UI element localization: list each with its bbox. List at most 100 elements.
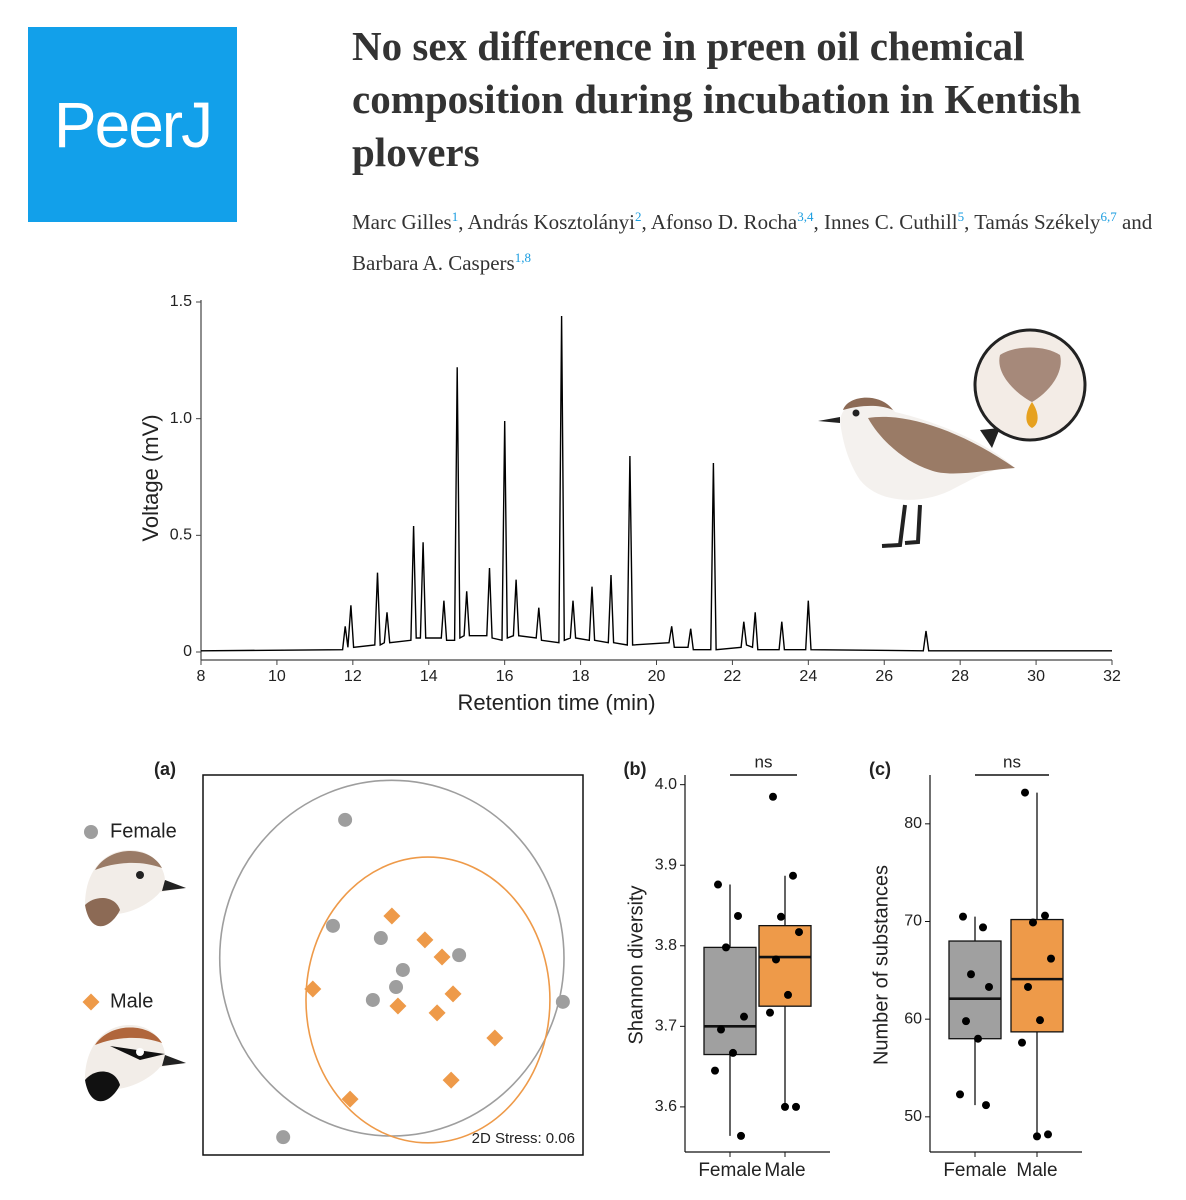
y-tick-label: 1.5 [170,293,192,310]
author-name: András Kosztolányi [467,210,635,234]
panel-label: (b) [624,759,647,779]
box [948,940,1002,1040]
data-point [792,1102,800,1111]
y-tick-label: 60 [904,1010,922,1027]
significance-label: ns [755,752,773,771]
data-point [395,962,410,977]
y-axis-label: Number of substances [870,865,892,1065]
author-name: Barbara A. Caspers [352,251,515,275]
x-tick-label: 20 [648,668,666,685]
data-point [304,980,322,998]
author: Marc Gilles1, [352,209,463,234]
data-point [956,1090,964,1099]
author: Tamás Székely6,7 [974,209,1117,234]
author-conjunction: and [1121,210,1153,234]
x-tick-label: 26 [875,668,893,685]
x-tick-label: 16 [496,668,514,685]
paper-title: No sex difference in preen oil chemical … [352,23,1082,175]
data-point [985,982,993,991]
x-tick-label: 28 [951,668,969,685]
author-name: Marc Gilles [352,210,452,234]
x-tick-label: 22 [724,668,742,685]
significance-label: ns [1003,752,1021,771]
x-tick-label: Female [698,1160,761,1181]
author-separator: , [964,210,970,234]
data-point [740,1012,748,1021]
chromatogram-line [200,315,1112,652]
author-name: Afonso D. Rocha [650,210,798,234]
data-point [777,912,785,921]
data-point [734,911,742,920]
data-point [442,1071,460,1089]
data-point [416,931,434,949]
logo: PeerJ [28,27,237,222]
data-point [433,948,451,966]
female-head-icon [85,850,186,927]
author-affiliation: 1,8 [514,250,531,265]
author-name: Innes C. Cuthill [823,210,958,234]
y-tick-label: 80 [904,815,922,832]
data-point [276,1130,291,1145]
data-point [959,912,967,921]
data-point [769,792,777,801]
data-point [781,1102,789,1111]
data-point [1033,1132,1041,1141]
data-point [389,997,407,1015]
author: Innes C. Cuthill5, [823,209,970,234]
panel-label: (a) [154,759,176,779]
legend-label: Male [110,990,153,1012]
author-affiliation: 1 [451,209,459,224]
data-point [486,1029,504,1047]
data-point [1029,918,1037,927]
data-point [1047,954,1055,963]
data-point [1041,911,1049,920]
x-tick-label: 8 [197,668,206,685]
x-tick-label: 24 [799,668,817,685]
y-tick-label: 3.7 [655,1018,677,1035]
legend-marker [84,825,98,839]
x-tick-label: 18 [572,668,590,685]
x-tick-label: 12 [344,668,362,685]
data-point [338,812,353,827]
data-point [729,1048,737,1057]
x-tick-label: Male [764,1160,805,1181]
author-affiliation: 5 [957,209,965,224]
author: Barbara A. Caspers1,8 [352,250,531,275]
data-point [365,992,380,1007]
plot-frame [202,774,584,1156]
x-tick-label: 10 [268,668,286,685]
data-point [979,923,987,932]
data-point [555,994,570,1009]
data-point [428,1004,446,1022]
x-tick-label: Female [943,1160,1006,1181]
author-affiliation: 6,7 [1100,209,1117,224]
data-point [714,880,722,889]
y-axis-label: Shannon diversity [625,886,647,1045]
box [1010,918,1064,1033]
authors: Marc Gilles1, András Kosztolányi2, Afons… [352,199,1162,281]
x-tick-label: 30 [1027,668,1045,685]
data-point [737,1131,745,1140]
x-tick-label: Male [1016,1160,1057,1181]
data-point [717,1025,725,1034]
author-affiliation: 3,4 [797,209,814,224]
data-point [974,1034,982,1043]
author: Afonso D. Rocha3,4, [650,209,819,234]
y-axis-label: Voltage (mV) [138,414,163,541]
author-separator: , [813,210,819,234]
y-tick-label: 1.0 [170,410,192,427]
data-point [1018,1038,1026,1047]
annotation: 2D Stress: 0.06 [472,1130,575,1147]
x-tick-label: 32 [1103,668,1121,685]
male-head-icon [85,1025,186,1102]
data-point [766,1008,774,1017]
data-point [1024,982,1032,991]
author-affiliation: 2 [634,209,642,224]
legend-label: Female [110,820,177,842]
y-tick-label: 70 [904,913,922,930]
panel-label: (c) [869,759,891,779]
y-tick-label: 3.8 [655,937,677,954]
author-separator: , [641,210,647,234]
legend-marker [82,993,100,1011]
